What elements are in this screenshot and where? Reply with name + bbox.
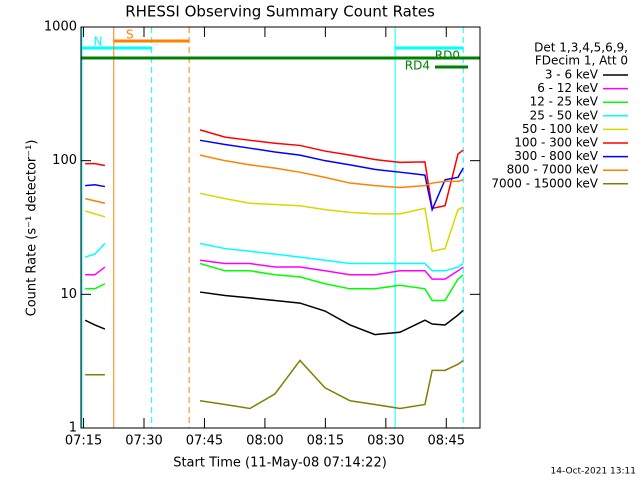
- flag-label: RD0: [435, 49, 460, 63]
- chart-title: RHESSI Observing Summary Count Rates: [125, 3, 435, 21]
- y-axis-label: Count Rate (s⁻¹ detector⁻¹): [25, 140, 40, 317]
- x-tick-label: 08:45: [428, 434, 465, 449]
- legend-label: 25 - 50 keV: [530, 108, 599, 122]
- x-tick-label: 08:00: [246, 434, 283, 449]
- footer-date: 14-Oct-2021 13:11: [551, 467, 636, 477]
- x-tick-label: 08:15: [307, 434, 344, 449]
- plot-area: N S RD0 RD4: [81, 27, 480, 428]
- legend-label: 6 - 12 keV: [537, 81, 599, 95]
- x-axis-label: Start Time (11-May-08 07:14:22): [173, 456, 387, 471]
- series-line: [85, 129, 464, 210]
- series-line: [84, 192, 464, 253]
- x-tick-label: 07:30: [125, 434, 162, 449]
- flag-label: N: [93, 35, 102, 49]
- flag-label: RD4: [405, 59, 430, 73]
- series-line: [85, 359, 464, 410]
- x-tick-label: 08:30: [367, 434, 404, 449]
- legend-header: FDecim 1, Att 0: [535, 54, 628, 68]
- x-tick-label: 07:45: [186, 434, 223, 449]
- y-tick-label: 1: [69, 421, 77, 436]
- y-tick-label: 1000: [44, 20, 77, 35]
- series-line: [85, 259, 464, 280]
- plot-frame: [80, 26, 481, 429]
- y-tick-label: 100: [52, 153, 77, 168]
- series-line: [84, 291, 464, 336]
- legend-label: 800 - 7000 keV: [507, 163, 599, 177]
- legend-label: 100 - 300 keV: [514, 136, 598, 150]
- legend-label: 12 - 25 keV: [530, 95, 599, 109]
- legend-header: Det 1,3,4,5,6,9,: [534, 41, 628, 55]
- x-tick-label: 07:15: [65, 434, 102, 449]
- series-line: [85, 262, 464, 302]
- flag-label: S: [126, 28, 134, 42]
- legend-label: 50 - 100 keV: [522, 122, 599, 136]
- legend-label: 3 - 6 keV: [545, 68, 599, 82]
- y-tick-label: 10: [60, 287, 77, 302]
- legend-label: 300 - 800 keV: [514, 149, 598, 163]
- series-line: [84, 154, 464, 205]
- legend-label: 7000 - 15000 keV: [491, 176, 598, 190]
- series-line: [85, 139, 464, 213]
- series-line: [84, 242, 464, 272]
